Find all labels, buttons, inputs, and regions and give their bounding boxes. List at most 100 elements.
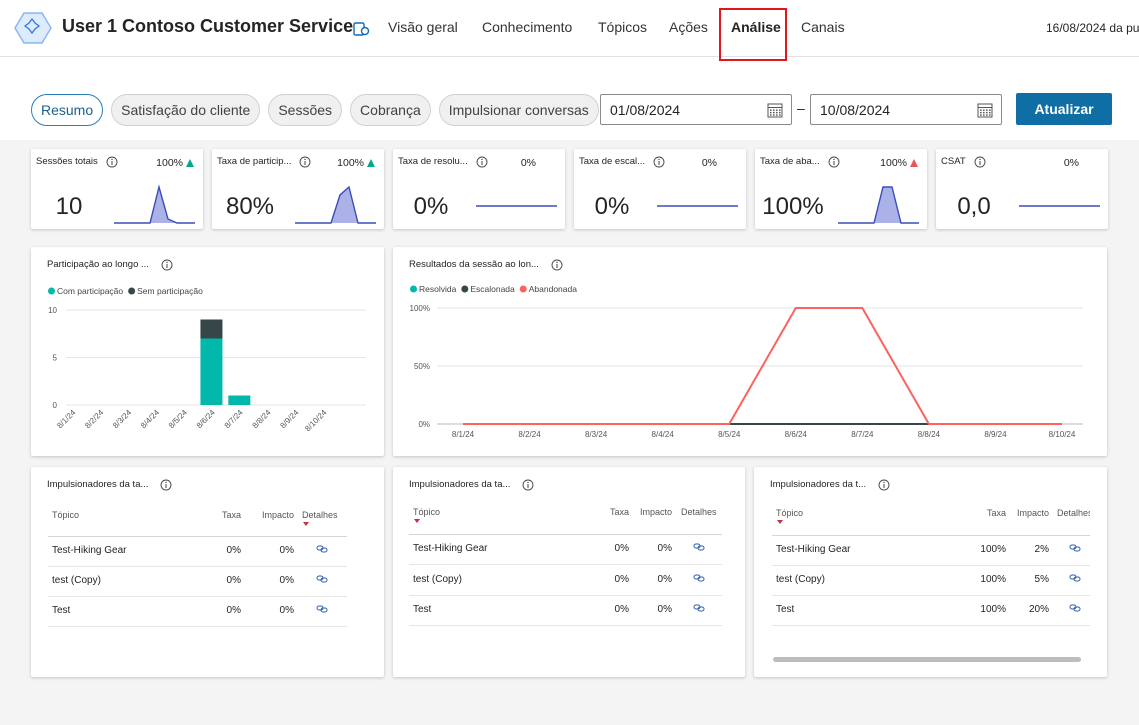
column-header: Impacto xyxy=(261,510,294,520)
calendar-day xyxy=(770,111,772,114)
column-header: Tópico xyxy=(776,508,804,518)
x-tick-label: 8/6/24 xyxy=(195,408,217,430)
filter-tab[interactable]: Sessões xyxy=(268,94,343,126)
legend-label: Abandonada xyxy=(529,284,577,294)
info-circle xyxy=(878,479,890,491)
link-ring xyxy=(320,577,328,583)
details-link[interactable] xyxy=(693,573,705,583)
details-link[interactable] xyxy=(1069,543,1081,553)
impact-cell: 0% xyxy=(279,605,294,616)
scrollbar[interactable] xyxy=(773,657,1081,662)
info-circle xyxy=(160,479,172,491)
nav-tab[interactable]: Ações xyxy=(669,19,708,35)
trend-arrow-shape xyxy=(367,159,375,167)
header-rule xyxy=(772,535,1090,536)
table-card: Impulsionadores da t... Tópico Taxa Impacto… xyxy=(754,467,1107,677)
details-link[interactable] xyxy=(693,603,705,613)
date-text: 10/08/2024 xyxy=(820,102,891,118)
series-line xyxy=(463,307,1062,425)
header: User 1 Contoso Customer Service Visão ge… xyxy=(0,0,1139,61)
filter-tab[interactable]: Resumo xyxy=(31,94,104,126)
y-tick-label: 50% xyxy=(414,362,430,371)
details-link[interactable] xyxy=(1069,603,1081,613)
x-tick-label: 8/1/24 xyxy=(55,408,77,430)
calendar-day xyxy=(776,109,778,111)
info-dot xyxy=(979,158,981,161)
kpi-card: Taxa de particip... 100% 80% xyxy=(212,149,384,229)
calendar-day xyxy=(986,109,988,111)
info-icon xyxy=(974,156,986,168)
row-rule xyxy=(772,625,1090,626)
nav-tab[interactable]: Tópicos xyxy=(598,19,648,35)
topic-cell: test (Copy) xyxy=(413,574,462,585)
x-tick-label: 8/4/24 xyxy=(139,408,161,430)
link-ring xyxy=(320,607,328,613)
filter-tab[interactable]: Cobrança xyxy=(350,94,431,126)
x-tick-label: 8/10/24 xyxy=(303,408,329,434)
calendar-day xyxy=(989,109,991,111)
filter-tab[interactable]: Satisfação do cliente xyxy=(111,94,261,126)
details-link[interactable] xyxy=(693,542,705,552)
table-body: Tópico Taxa Impacto Detalhes Test-Hiking Gea… xyxy=(393,467,722,667)
sparkline xyxy=(476,205,557,207)
nav-tab[interactable]: Visão geral xyxy=(388,19,458,35)
rate-cell: 0% xyxy=(614,574,629,585)
column-header: Detalhes xyxy=(302,510,338,520)
x-tick-label: 8/9/24 xyxy=(984,430,1007,439)
x-tick-label: 8/1/24 xyxy=(452,430,475,439)
details-link[interactable] xyxy=(316,544,328,554)
info-circle xyxy=(476,156,488,168)
column-header: Detalhes xyxy=(681,507,717,517)
x-tick-label: 8/2/24 xyxy=(518,430,541,439)
legend-label: Resolvida xyxy=(419,284,457,294)
trend-arrow xyxy=(367,159,375,167)
sort-indicator xyxy=(414,519,420,523)
kpi-card: CSAT 0% 0,0 xyxy=(936,149,1108,229)
row-rule xyxy=(772,595,1090,596)
details-link[interactable] xyxy=(316,574,328,584)
x-tick-label: 8/8/24 xyxy=(918,430,941,439)
rate-cell: 100% xyxy=(980,544,1006,555)
calendar-icon xyxy=(767,103,783,118)
sparkline xyxy=(1019,205,1100,207)
x-tick-label: 8/5/24 xyxy=(718,430,741,439)
kpi-value: 0% xyxy=(594,193,630,220)
info-dot xyxy=(833,158,835,161)
details-link[interactable] xyxy=(316,604,328,614)
link-ring xyxy=(320,547,328,553)
row-rule xyxy=(48,596,347,597)
sort-arrow xyxy=(414,519,420,523)
column-header: Taxa xyxy=(221,510,241,520)
row-rule xyxy=(48,566,347,567)
calendar-day xyxy=(779,109,781,111)
details-link[interactable] xyxy=(1069,573,1081,583)
publish-icon[interactable] xyxy=(352,19,370,37)
sparkline xyxy=(295,185,376,224)
nav-tab[interactable]: Canais xyxy=(801,19,845,35)
info-dot xyxy=(111,158,113,161)
sparkline-line xyxy=(838,186,919,224)
info-circle xyxy=(161,259,173,271)
kpi-value: 0% xyxy=(413,193,449,220)
impact-cell: 0% xyxy=(279,545,294,556)
legend-dot xyxy=(461,285,469,293)
date-input[interactable]: 10/08/2024 xyxy=(810,94,1002,125)
refresh-button[interactable]: Atualizar xyxy=(1016,93,1112,125)
nav-tab[interactable]: Análise xyxy=(731,19,781,35)
table-title: Impulsionadores da ta... xyxy=(409,479,511,490)
impact-cell: 2% xyxy=(1034,544,1049,555)
info-icon xyxy=(476,156,488,168)
link-ring xyxy=(1073,576,1081,582)
topic-cell: test (Copy) xyxy=(52,575,101,586)
info-dot xyxy=(165,481,167,484)
date-input[interactable]: 01/08/2024 xyxy=(600,94,792,125)
kpi-change: 0% xyxy=(1063,157,1079,169)
calendar-day xyxy=(776,111,778,114)
legend-label: Sem participação xyxy=(137,286,203,296)
filter-tab[interactable]: Impulsionar conversas xyxy=(438,94,599,126)
column-header: Tópico xyxy=(52,510,80,520)
x-tick-label: 8/9/24 xyxy=(278,408,300,430)
impact-cell: 20% xyxy=(1028,604,1049,615)
nav-tab[interactable]: Conhecimento xyxy=(482,19,573,35)
info-icon xyxy=(878,479,890,491)
